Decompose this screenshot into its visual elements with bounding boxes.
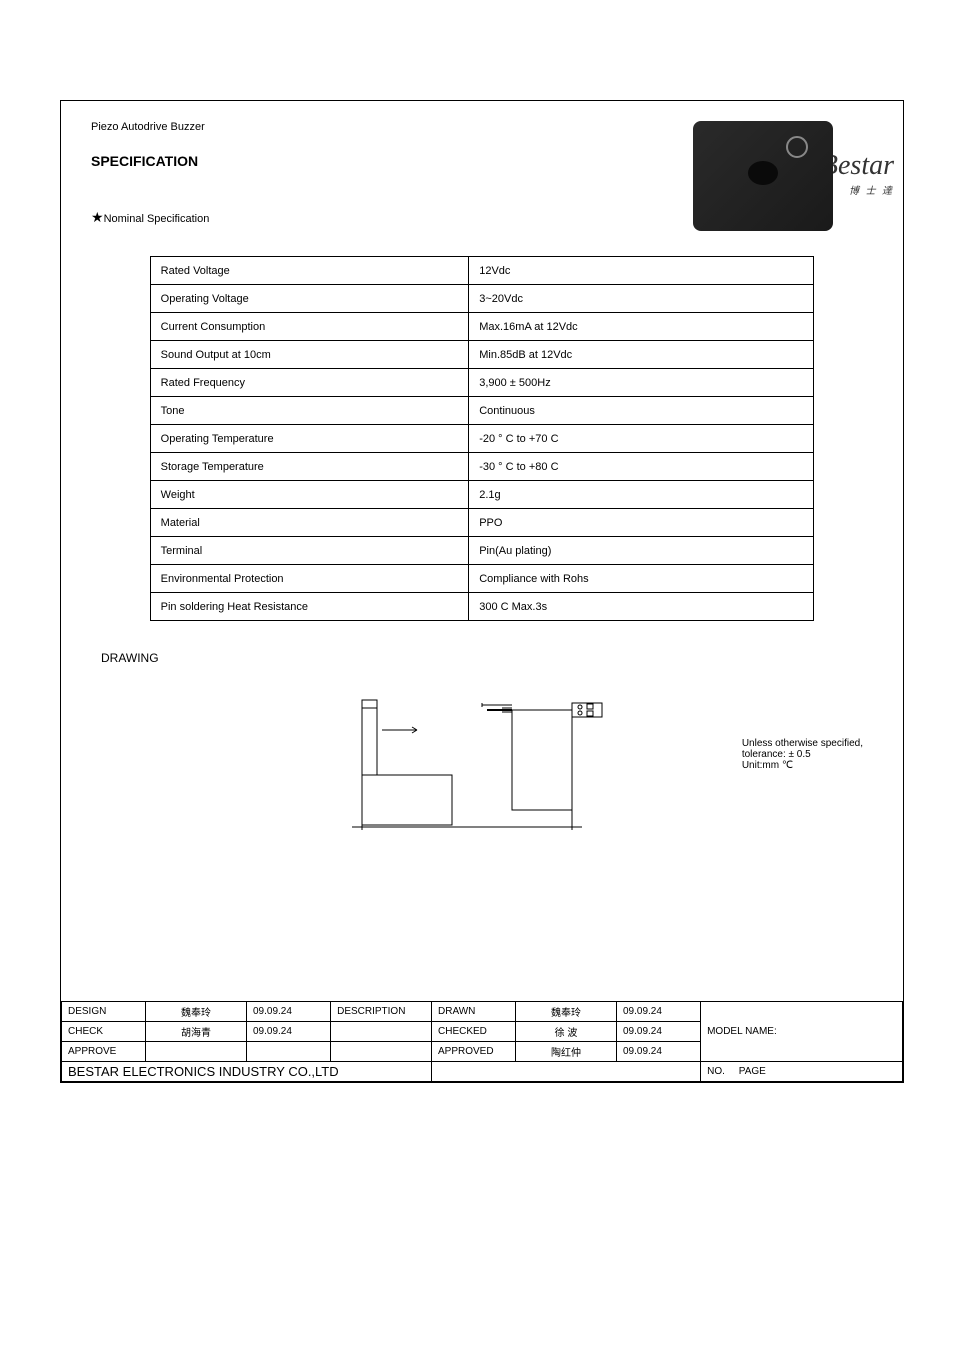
- drawn-label: DRAWN: [432, 1002, 516, 1022]
- approved-name: 陶红仲: [516, 1042, 617, 1062]
- no-label: NO.: [707, 1066, 725, 1077]
- param-cell: Sound Output at 10cm: [150, 341, 469, 369]
- drawn-name: 魏奉玲: [516, 1002, 617, 1022]
- table-row: ToneContinuous: [150, 397, 814, 425]
- spec-title: SPECIFICATION: [91, 153, 209, 169]
- value-cell: Min.85dB at 12Vdc: [469, 341, 814, 369]
- param-cell: Material: [150, 509, 469, 537]
- check-name: 胡海青: [146, 1022, 247, 1042]
- param-cell: Tone: [150, 397, 469, 425]
- value-cell: -20 ° C to +70 C: [469, 425, 814, 453]
- category-label: Piezo Autodrive Buzzer: [91, 121, 209, 133]
- value-cell: PPO: [469, 509, 814, 537]
- check-label: CHECK: [62, 1022, 146, 1042]
- tolerance-note: Unless otherwise specified, tolerance: ±…: [742, 738, 863, 771]
- table-row: Storage Temperature-30 ° C to +80 C: [150, 453, 814, 481]
- page-label: PAGE: [739, 1066, 766, 1077]
- approved-date: 09.09.24: [617, 1042, 701, 1062]
- model-cell: MODEL NAME:: [701, 1002, 903, 1062]
- header-left: Piezo Autodrive Buzzer SPECIFICATION ★★N…: [91, 121, 209, 236]
- param-cell: Rated Voltage: [150, 257, 469, 285]
- header-row: Piezo Autodrive Buzzer SPECIFICATION ★★N…: [91, 121, 873, 236]
- table-row: Pin soldering Heat Resistance300 C Max.3…: [150, 593, 814, 621]
- product-photo: [693, 121, 833, 231]
- star-note: ★★Nominal SpecificationNominal Specifica…: [91, 209, 209, 226]
- checked-label: CHECKED: [432, 1022, 516, 1042]
- checked-name: 徐 波: [516, 1022, 617, 1042]
- approved-label: APPROVED: [432, 1042, 516, 1062]
- param-cell: Rated Frequency: [150, 369, 469, 397]
- design-label: DESIGN: [62, 1002, 146, 1022]
- page-frame: Piezo Autodrive Buzzer SPECIFICATION ★★N…: [60, 100, 904, 1083]
- value-cell: 300 C Max.3s: [469, 593, 814, 621]
- checked-date: 09.09.24: [617, 1022, 701, 1042]
- value-cell: 3,900 ± 500Hz: [469, 369, 814, 397]
- tolerance-line1: Unless otherwise specified,: [742, 738, 863, 749]
- table-row: Weight2.1g: [150, 481, 814, 509]
- value-cell: Max.16mA at 12Vdc: [469, 313, 814, 341]
- footer-meta: NO. PAGE: [701, 1062, 903, 1082]
- param-cell: Environmental Protection: [150, 565, 469, 593]
- tolerance-unit: Unit:mm ℃: [742, 760, 863, 771]
- table-row: TerminalPin(Au plating): [150, 537, 814, 565]
- param-cell: Terminal: [150, 537, 469, 565]
- param-cell: Current Consumption: [150, 313, 469, 341]
- param-cell: Weight: [150, 481, 469, 509]
- param-cell: Storage Temperature: [150, 453, 469, 481]
- check-date: 09.09.24: [247, 1022, 331, 1042]
- desc-label: DESCRIPTION: [331, 1002, 432, 1022]
- specification-table: Rated Voltage12VdcOperating Voltage3~20V…: [150, 256, 815, 621]
- company-name: BESTAR ELECTRONICS INDUSTRY CO.,LTD: [62, 1062, 432, 1082]
- table-row: Rated Frequency3,900 ± 500Hz: [150, 369, 814, 397]
- value-cell: 12Vdc: [469, 257, 814, 285]
- table-row: MaterialPPO: [150, 509, 814, 537]
- table-row: Rated Voltage12Vdc: [150, 257, 814, 285]
- drawing-label: DRAWING: [101, 651, 873, 665]
- value-cell: Continuous: [469, 397, 814, 425]
- design-date: 09.09.24: [247, 1002, 331, 1022]
- value-cell: Compliance with Rohs: [469, 565, 814, 593]
- table-row: Sound Output at 10cmMin.85dB at 12Vdc: [150, 341, 814, 369]
- technical-drawing: [91, 685, 873, 865]
- model-label: MODEL NAME:: [707, 1026, 777, 1037]
- drawn-date: 09.09.24: [617, 1002, 701, 1022]
- table-row: Operating Voltage3~20Vdc: [150, 285, 814, 313]
- table-row: Environmental ProtectionCompliance with …: [150, 565, 814, 593]
- value-cell: Pin(Au plating): [469, 537, 814, 565]
- tolerance-line2: tolerance: ± 0.5: [742, 749, 863, 760]
- value-cell: 3~20Vdc: [469, 285, 814, 313]
- value-cell: 2.1g: [469, 481, 814, 509]
- param-cell: Operating Temperature: [150, 425, 469, 453]
- table-row: Current ConsumptionMax.16mA at 12Vdc: [150, 313, 814, 341]
- design-name: 魏奉玲: [146, 1002, 247, 1022]
- param-cell: Pin soldering Heat Resistance: [150, 593, 469, 621]
- approve-label: APPROVE: [62, 1042, 146, 1062]
- value-cell: -30 ° C to +80 C: [469, 453, 814, 481]
- content-area: Piezo Autodrive Buzzer SPECIFICATION ★★N…: [61, 101, 903, 1001]
- param-cell: Operating Voltage: [150, 285, 469, 313]
- footer-table: DESIGN 魏奉玲 09.09.24 DESCRIPTION DRAWN 魏奉…: [61, 1001, 903, 1082]
- table-row: Operating Temperature-20 ° C to +70 C: [150, 425, 814, 453]
